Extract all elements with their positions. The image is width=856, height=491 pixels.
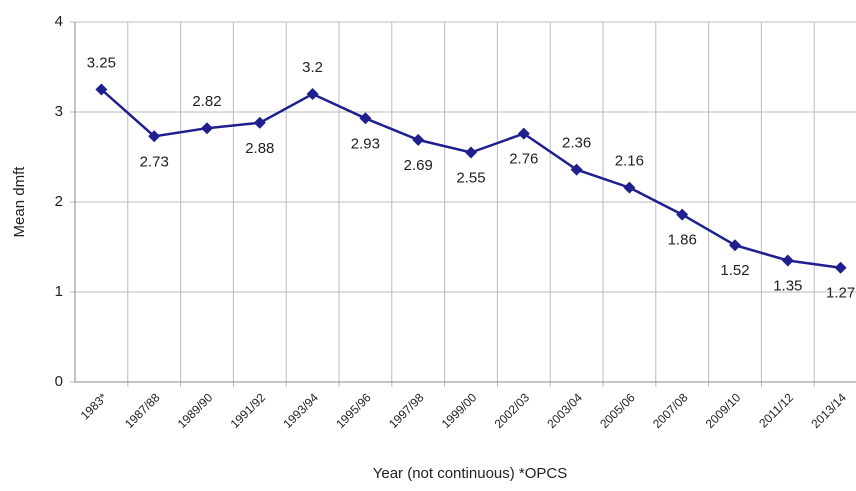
- x-tick-label: 2005/06: [597, 390, 638, 431]
- data-label: 2.16: [615, 153, 644, 170]
- marker: [623, 181, 636, 194]
- data-label: 2.76: [509, 151, 538, 168]
- y-tick-label: 0: [55, 373, 63, 390]
- y-tick-label: 2: [55, 193, 63, 210]
- y-tick-label: 4: [55, 13, 63, 30]
- marker: [148, 130, 161, 143]
- x-tick-label: 1995/96: [333, 390, 374, 431]
- marker: [95, 83, 108, 96]
- x-tick-label: 2003/04: [544, 390, 585, 431]
- data-label: 2.55: [456, 169, 485, 186]
- x-tick-label: 1997/98: [386, 390, 427, 431]
- x-tick-label: 2007/08: [650, 390, 691, 431]
- marker: [465, 146, 477, 159]
- data-label: 1.52: [720, 262, 749, 279]
- data-label: 3.25: [87, 54, 116, 71]
- data-label: 2.93: [351, 135, 380, 152]
- y-tick-label: 3: [55, 103, 63, 120]
- y-axis-label: Mean dmft: [11, 166, 28, 238]
- y-tick-label: 1: [55, 283, 63, 300]
- data-label: 2.82: [192, 93, 221, 110]
- marker: [412, 133, 425, 146]
- data-label: 1.27: [826, 285, 855, 302]
- data-label: 2.88: [245, 140, 274, 157]
- x-axis-label: Year (not continuous) *OPCS: [373, 465, 568, 482]
- marker: [781, 254, 794, 267]
- marker: [729, 239, 741, 252]
- data-label: 2.73: [140, 153, 169, 170]
- data-label: 1.35: [773, 277, 802, 294]
- x-tick-label: 1999/00: [439, 390, 480, 431]
- marker: [676, 208, 689, 221]
- data-label: 2.69: [404, 157, 433, 174]
- marker: [253, 116, 266, 129]
- x-tick-label: 1991/92: [228, 390, 269, 431]
- marker: [570, 163, 583, 176]
- x-tick-label: 2013/14: [808, 390, 849, 431]
- x-tick-label: 1993/94: [280, 390, 321, 431]
- marker: [834, 261, 847, 274]
- x-tick-label: 2011/12: [756, 390, 796, 430]
- x-tick-label: 1983*: [78, 390, 110, 422]
- marker: [201, 122, 213, 135]
- x-tick-label: 1989/90: [175, 390, 216, 431]
- x-tick-label: 1987/88: [122, 390, 163, 431]
- x-tick-label: 2002/03: [492, 390, 533, 431]
- marker: [306, 88, 319, 100]
- data-label: 3.2: [302, 59, 323, 76]
- data-label: 2.36: [562, 135, 591, 152]
- data-label: 1.86: [668, 232, 697, 249]
- marker: [517, 127, 530, 140]
- marker: [359, 112, 372, 125]
- x-tick-label: 2009/10: [703, 390, 744, 431]
